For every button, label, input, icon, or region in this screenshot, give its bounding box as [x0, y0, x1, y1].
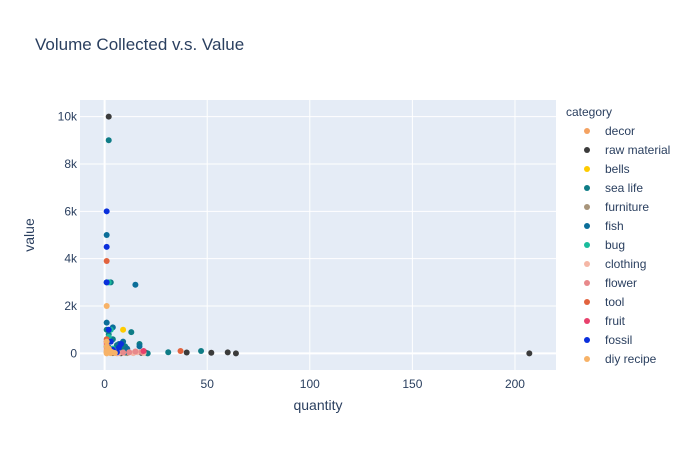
- legend-item[interactable]: diy recipe: [584, 352, 657, 366]
- y-tick-label: 2k: [64, 299, 78, 313]
- legend-label: raw material: [605, 143, 670, 157]
- data-point[interactable]: [103, 319, 110, 326]
- legend-label: bells: [605, 162, 630, 176]
- y-axis-label: value: [21, 218, 37, 252]
- plot-area: [80, 100, 556, 370]
- legend-item[interactable]: bug: [584, 238, 625, 252]
- data-point[interactable]: [120, 349, 127, 356]
- legend-label: decor: [605, 124, 635, 138]
- x-tick-label: 0: [101, 377, 108, 391]
- y-tick-label: 0: [70, 346, 77, 360]
- y-tick-label: 8k: [64, 157, 78, 171]
- chart-title: Volume Collected v.s. Value: [35, 35, 244, 54]
- legend-marker: [584, 147, 590, 153]
- grid-lines: [80, 100, 556, 370]
- legend-label: bug: [605, 238, 625, 252]
- data-point[interactable]: [103, 279, 110, 286]
- series-diy-recipe: [103, 303, 118, 357]
- legend-item[interactable]: furniture: [584, 200, 649, 214]
- legend-label: diy recipe: [605, 352, 657, 366]
- data-point[interactable]: [177, 348, 184, 355]
- legend-marker: [584, 337, 590, 343]
- y-tick-label: 10k: [58, 110, 78, 124]
- data-point[interactable]: [103, 232, 110, 238]
- legend-item[interactable]: flower: [584, 276, 637, 290]
- legend-marker: [584, 318, 590, 324]
- legend-marker: [584, 280, 590, 286]
- legend-item[interactable]: fish: [584, 219, 624, 233]
- legend-label: sea life: [605, 181, 643, 195]
- y-tick-label: 6k: [64, 204, 78, 218]
- legend-marker: [584, 185, 590, 191]
- legend-item[interactable]: raw material: [584, 143, 670, 157]
- data-point[interactable]: [526, 350, 533, 357]
- data-point[interactable]: [224, 349, 231, 356]
- data-point[interactable]: [132, 348, 139, 355]
- x-tick-label: 50: [201, 377, 215, 391]
- legend-marker: [584, 299, 590, 305]
- data-point[interactable]: [232, 350, 239, 357]
- data-point[interactable]: [105, 113, 112, 120]
- y-tick-label: 4k: [64, 252, 78, 266]
- legend-marker: [584, 166, 590, 172]
- data-point[interactable]: [103, 303, 110, 310]
- data-point[interactable]: [140, 348, 147, 355]
- y-axis-ticks: 0 2k 4k 6k 8k 10k: [58, 110, 78, 361]
- legend-item[interactable]: bells: [584, 162, 630, 176]
- legend-item[interactable]: decor: [584, 124, 635, 138]
- legend-title: category: [566, 105, 612, 119]
- data-point[interactable]: [183, 349, 190, 356]
- legend-label: furniture: [605, 200, 649, 214]
- legend-item[interactable]: fruit: [584, 314, 626, 328]
- series-fossil: [103, 208, 125, 356]
- legend-marker: [584, 356, 590, 362]
- data-points: [103, 113, 533, 357]
- data-point[interactable]: [103, 258, 110, 265]
- data-point[interactable]: [107, 338, 114, 345]
- legend-label: fossil: [605, 333, 632, 347]
- data-point[interactable]: [165, 349, 172, 356]
- data-point[interactable]: [126, 349, 133, 356]
- data-point[interactable]: [107, 350, 114, 357]
- data-point[interactable]: [118, 340, 125, 347]
- legend-marker: [584, 223, 590, 229]
- x-tick-label: 200: [505, 377, 525, 391]
- legend-label: fruit: [605, 314, 626, 328]
- data-point[interactable]: [136, 343, 143, 350]
- data-point[interactable]: [103, 243, 110, 250]
- data-point[interactable]: [103, 338, 110, 345]
- x-axis-ticks: 0 50 100 150 200: [101, 377, 525, 391]
- data-point[interactable]: [103, 208, 110, 215]
- legend-item[interactable]: sea life: [584, 181, 643, 195]
- data-point[interactable]: [198, 348, 205, 355]
- legend-item[interactable]: tool: [584, 295, 624, 309]
- data-point[interactable]: [132, 281, 139, 288]
- legend: category decor raw material bells sea life f…: [566, 105, 670, 366]
- x-tick-label: 100: [300, 377, 320, 391]
- legend-item[interactable]: fossil: [584, 333, 632, 347]
- data-point[interactable]: [120, 326, 127, 333]
- legend-marker: [584, 128, 590, 134]
- data-point[interactable]: [105, 137, 112, 144]
- legend-label: flower: [605, 276, 637, 290]
- legend-label: tool: [605, 295, 624, 309]
- legend-label: clothing: [605, 257, 646, 271]
- data-point[interactable]: [105, 326, 112, 333]
- data-point[interactable]: [208, 349, 215, 356]
- data-point[interactable]: [128, 329, 135, 336]
- legend-marker: [584, 204, 590, 210]
- legend-label: fish: [605, 219, 624, 233]
- x-tick-label: 150: [402, 377, 422, 391]
- legend-marker: [584, 261, 590, 267]
- legend-marker: [584, 242, 590, 248]
- legend-item[interactable]: clothing: [584, 257, 646, 271]
- x-axis-label: quantity: [293, 397, 342, 413]
